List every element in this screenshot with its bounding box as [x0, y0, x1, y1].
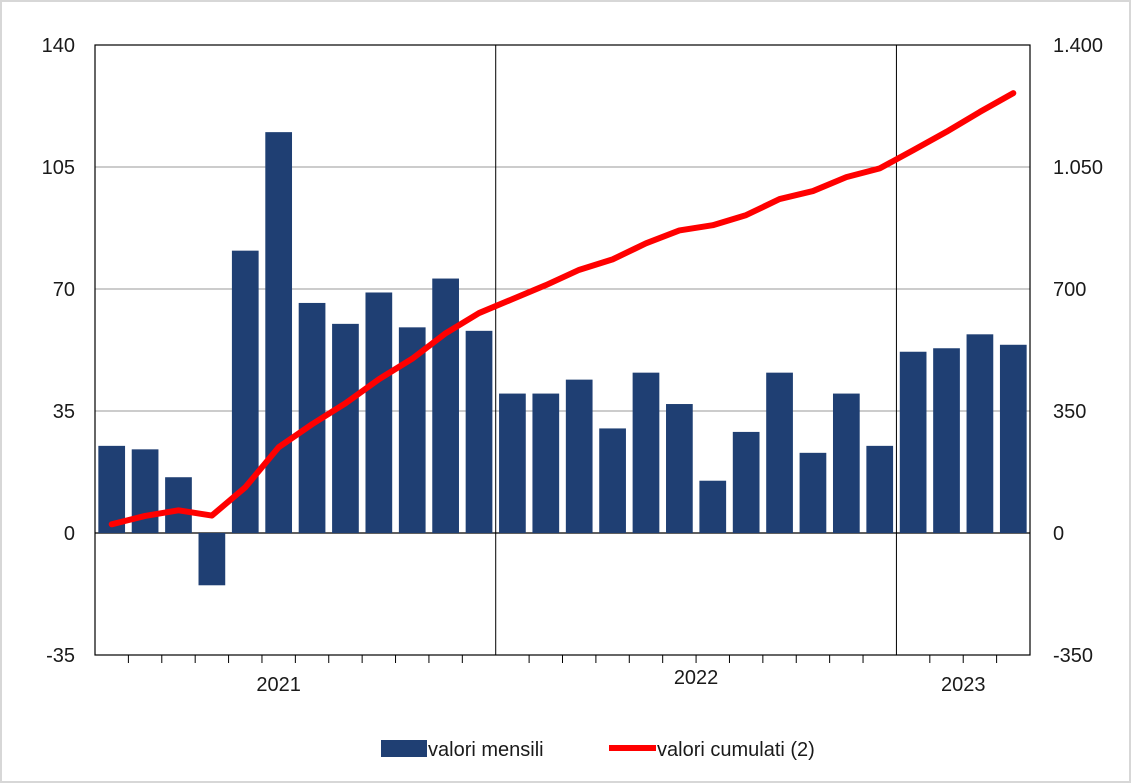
- line-series-valori-cumulati: [108, 90, 1017, 528]
- x-axis-ticks: [127, 655, 998, 663]
- bar: [933, 348, 960, 533]
- legend-label-valori-mensili: valori mensili: [428, 739, 544, 761]
- year-dividers: [495, 45, 897, 655]
- bar-series-valori-mensili: [98, 132, 1027, 586]
- legend-swatch-valori-mensili: [381, 740, 427, 757]
- bar: [499, 393, 526, 533]
- right-tick-label: 700: [1053, 279, 1086, 301]
- bar: [198, 533, 226, 586]
- left-tick-label: -35: [46, 645, 75, 667]
- year-label: 2023: [941, 674, 986, 696]
- legend-label-valori-cumulati: valori cumulati (2): [657, 739, 815, 761]
- legend: valori mensili valori cumulati (2): [381, 739, 815, 761]
- cumulative-line: [108, 90, 1017, 528]
- left-y-axis: 140 105 70 35 0 -35: [42, 35, 75, 667]
- bar: [332, 323, 359, 533]
- bar: [799, 452, 827, 533]
- bar: [265, 132, 293, 533]
- right-tick-label: 350: [1053, 401, 1086, 423]
- bar: [465, 330, 493, 533]
- bar: [432, 278, 459, 533]
- left-tick-label: 70: [53, 279, 75, 301]
- bar: [365, 292, 393, 533]
- left-tick-label: 0: [64, 523, 75, 545]
- right-tick-label: 0: [1053, 523, 1064, 545]
- bar: [966, 334, 994, 533]
- left-tick-label: 140: [42, 35, 75, 57]
- bar: [732, 431, 760, 533]
- bar: [766, 372, 793, 533]
- left-tick-label: 105: [42, 157, 75, 179]
- bar: [565, 379, 593, 533]
- bar: [866, 445, 894, 533]
- x-axis-year-labels: 2021 2022 2023: [256, 667, 985, 696]
- bar: [165, 477, 192, 533]
- bar: [999, 344, 1027, 533]
- bar: [632, 372, 660, 533]
- bar: [98, 445, 126, 533]
- right-tick-label: -350: [1053, 645, 1093, 667]
- bar: [832, 393, 860, 533]
- left-tick-label: 35: [53, 401, 75, 423]
- year-label: 2022: [674, 667, 719, 689]
- right-tick-label: 1.050: [1053, 157, 1103, 179]
- right-tick-label: 1.400: [1053, 35, 1103, 57]
- bar: [666, 404, 693, 533]
- right-y-axis: 1.400 1.050 700 350 0 -350: [1053, 35, 1103, 667]
- bar: [699, 480, 727, 533]
- bar: [599, 428, 626, 533]
- bar: [899, 351, 927, 533]
- bar: [532, 393, 560, 533]
- year-label: 2021: [256, 674, 301, 696]
